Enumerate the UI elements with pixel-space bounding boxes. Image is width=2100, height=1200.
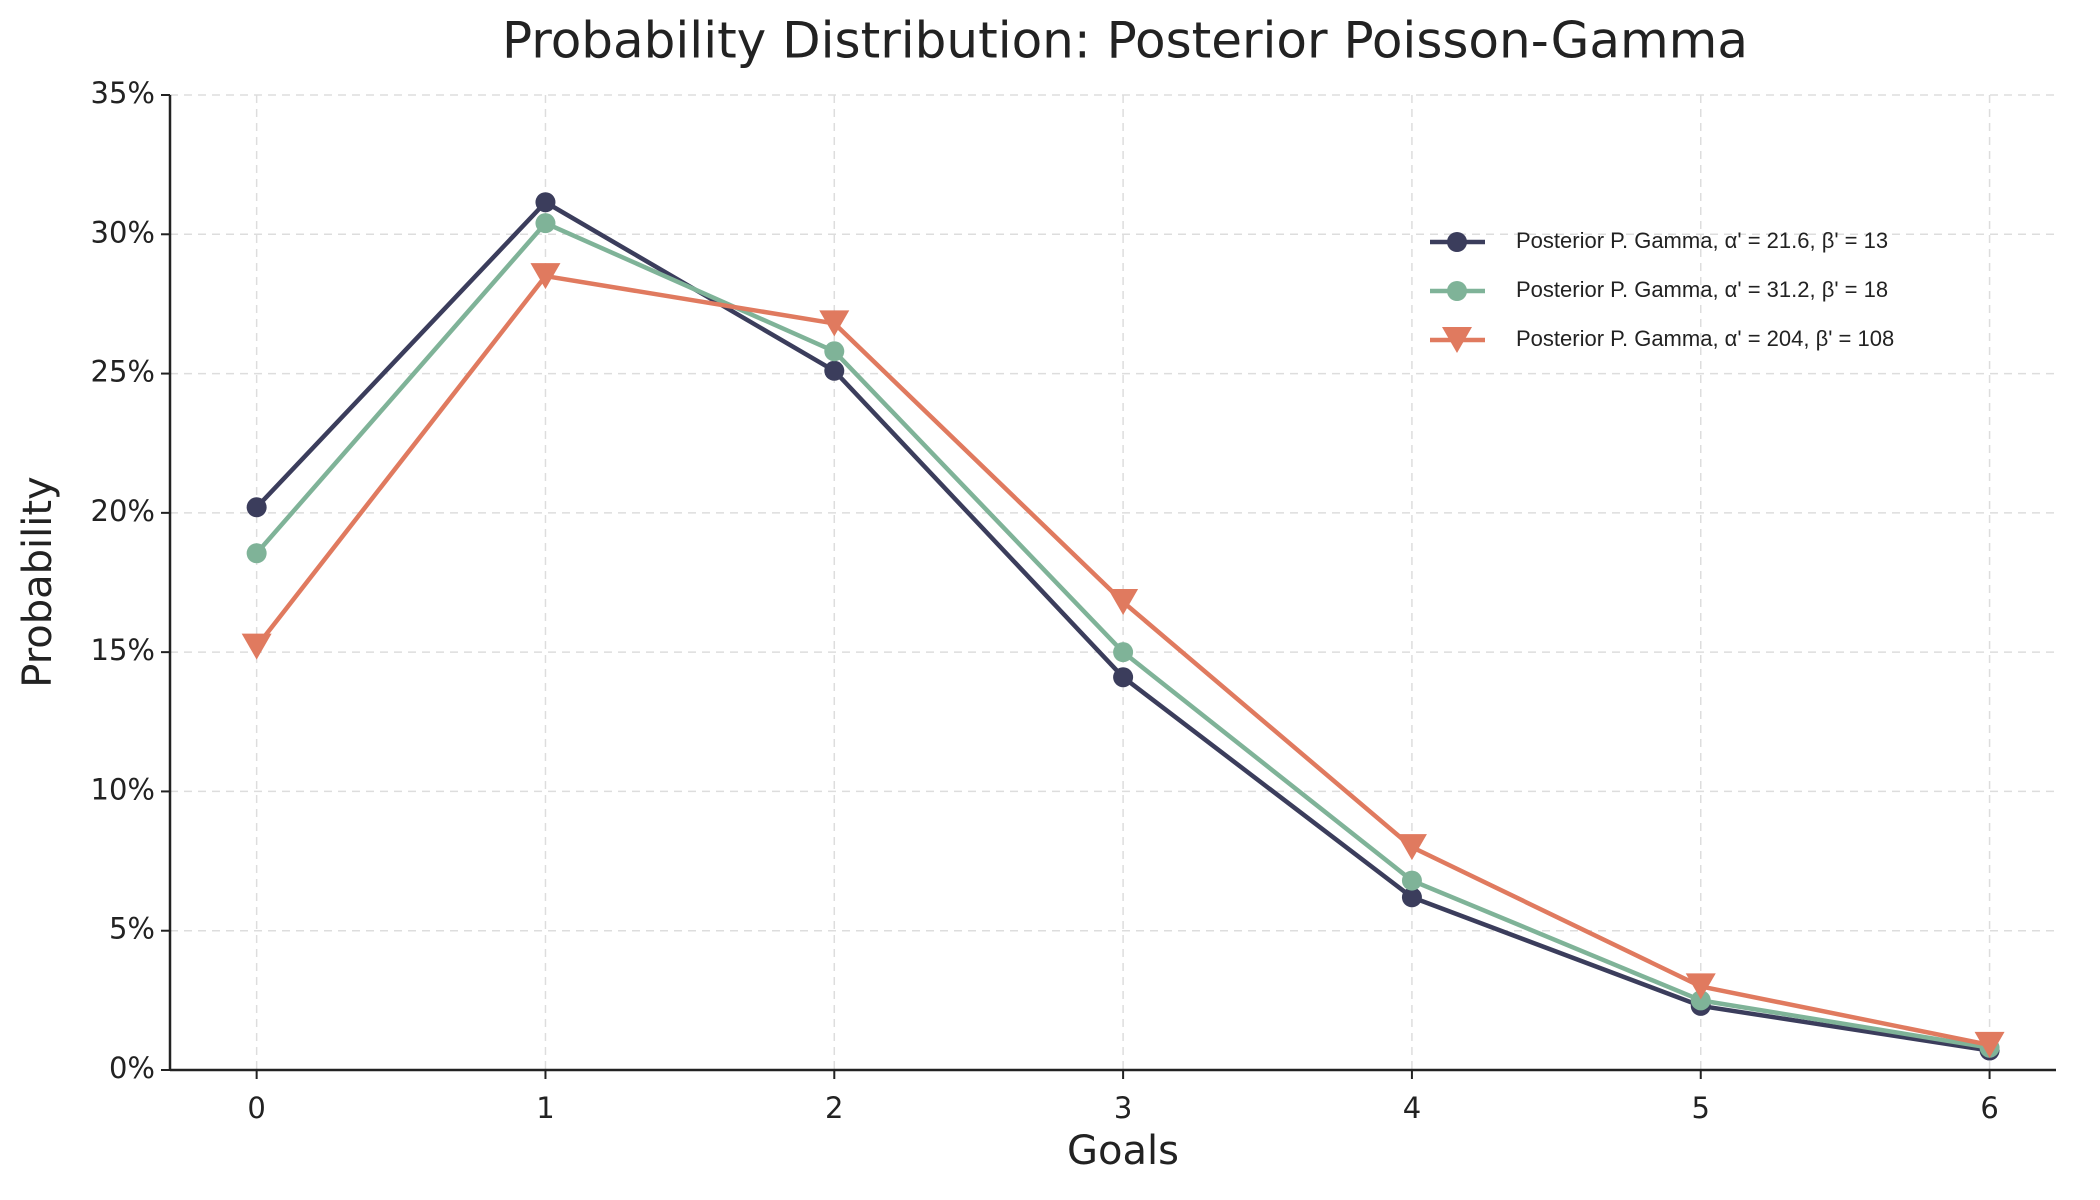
y-axis-label: Probability: [15, 476, 61, 687]
legend-marker: [1442, 327, 1472, 353]
y-tick-label: 5%: [109, 912, 155, 946]
marker: [1108, 589, 1139, 615]
x-axis-label: Goals: [1067, 1128, 1179, 1174]
y-tick-label: 15%: [91, 633, 155, 667]
marker: [819, 310, 850, 337]
legend-marker: [1447, 281, 1467, 301]
marker: [246, 543, 267, 564]
marker: [1690, 990, 1711, 1011]
x-tick-label: 1: [536, 1091, 554, 1125]
x-tick-label: 2: [825, 1091, 843, 1125]
grid: [170, 94, 2056, 1071]
y-tick-label: 35%: [91, 76, 155, 110]
y-tick-label: 10%: [91, 772, 155, 806]
y-tick-label: 25%: [91, 355, 155, 389]
legend-label: Posterior P. Gamma, α' = 204, β' = 108: [1516, 326, 1894, 351]
marker: [241, 633, 272, 660]
chart-title: Probability Distribution: Posterior Pois…: [502, 12, 1748, 70]
marker: [824, 341, 845, 362]
x-tick-label: 5: [1692, 1091, 1710, 1125]
marker: [1113, 642, 1134, 663]
marker: [1974, 1031, 2005, 1058]
x-tick-label: 4: [1403, 1091, 1421, 1125]
legend-label: Posterior P. Gamma, α' = 21.6, β' = 13: [1516, 228, 1888, 253]
marker: [530, 263, 561, 290]
legend-marker: [1447, 232, 1467, 252]
marker: [1401, 870, 1422, 891]
marker: [246, 497, 267, 518]
marker: [535, 192, 556, 213]
y-tick-label: 0%: [109, 1051, 155, 1085]
marker: [824, 360, 845, 381]
y-tick-label: 20%: [91, 494, 155, 528]
y-tick-label: 30%: [91, 215, 155, 249]
marker: [1113, 667, 1134, 688]
x-tick-label: 6: [1980, 1091, 1998, 1125]
marker: [535, 213, 556, 234]
marker: [1685, 973, 1716, 1000]
legend-label: Posterior P. Gamma, α' = 31.2, β' = 18: [1516, 277, 1888, 302]
marker: [1401, 887, 1422, 908]
marker: [1396, 834, 1427, 861]
x-tick-label: 0: [247, 1091, 265, 1125]
x-tick-label: 3: [1114, 1091, 1132, 1125]
